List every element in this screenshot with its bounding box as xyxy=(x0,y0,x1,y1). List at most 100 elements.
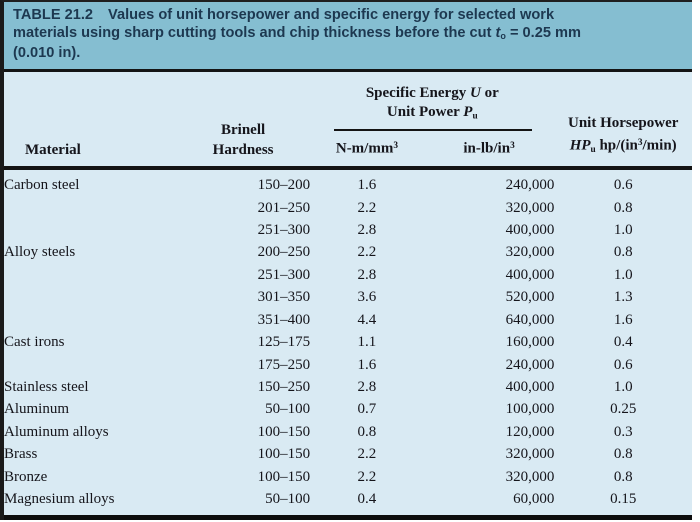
table-row: Carbon steel 150–200 1.6 240,000 0.6 xyxy=(4,174,692,196)
cell-unit-horsepower: 1.6 xyxy=(613,311,633,328)
caption-line-1: TABLE 21.2 Values of unit horsepower and … xyxy=(13,7,682,25)
cell-unit-horsepower: 1.0 xyxy=(613,266,633,283)
unit-inlb-text: in-lb/in xyxy=(463,140,511,157)
table-row: 301–350 3.6 520,000 1.3 xyxy=(4,286,692,308)
caption-line-3: (0.010 in). xyxy=(13,44,81,61)
power-text-1: Unit Power xyxy=(386,104,464,121)
table-number: TABLE 21.2 xyxy=(13,7,94,23)
cell-unit-horsepower: 1.0 xyxy=(613,378,633,395)
brinell-line-1: Brinell xyxy=(220,122,266,139)
cell-specific-energy-inlb: 240,000 xyxy=(505,356,555,373)
cell-specific-energy-inlb: 640,000 xyxy=(505,311,555,328)
cell-unit-horsepower: 0.8 xyxy=(613,446,633,463)
specific-energy-units-row: N-m/mm3 in-lb/in3 xyxy=(310,134,554,161)
cell-unit-horsepower: 1.3 xyxy=(613,289,633,306)
materials-data-table: Carbon steel 150–200 1.6 240,000 0.6 201–250… xyxy=(4,174,692,510)
cell-unit-horsepower: 0.15 xyxy=(610,490,637,507)
power-subscript-u: u xyxy=(472,111,478,122)
energy-variable-U: U xyxy=(469,85,481,102)
table-row: 351–400 4.4 640,000 1.6 xyxy=(4,309,692,331)
cell-specific-energy-inlb: 520,000 xyxy=(505,289,555,306)
cell-material xyxy=(4,309,176,331)
cell-specific-energy-nm: 2.2 xyxy=(357,199,377,216)
hp-variable: HP xyxy=(569,137,591,154)
cell-unit-horsepower: 0.25 xyxy=(610,401,637,418)
cell-specific-energy-nm: 1.1 xyxy=(357,334,377,351)
column-header-specific-energy-group: Specific Energy U or Unit Power Pu N-m/m… xyxy=(310,84,554,160)
specific-energy-group-title: Specific Energy U or Unit Power Pu xyxy=(310,84,554,126)
cell-specific-energy-inlb: 400,000 xyxy=(505,378,555,395)
column-header-nm-per-mm3: N-m/mm3 xyxy=(310,134,424,161)
cell-specific-energy-nm: 0.4 xyxy=(357,490,377,507)
cell-brinell-hardness: 50–100 xyxy=(265,490,311,507)
cell-specific-energy-nm: 1.6 xyxy=(357,177,377,194)
cell-material: Stainless steel xyxy=(4,378,89,395)
cell-specific-energy-nm: 0.7 xyxy=(357,401,377,418)
cell-specific-energy-inlb: 100,000 xyxy=(505,401,555,418)
specific-energy-underline xyxy=(334,128,533,131)
cell-specific-energy-inlb: 120,000 xyxy=(505,423,555,440)
table-row: 251–300 2.8 400,000 1.0 xyxy=(4,219,692,241)
cell-specific-energy-nm: 2.2 xyxy=(357,468,377,485)
caption-subscript-o: o xyxy=(500,30,506,41)
table-row: Brass 100–150 2.2 320,000 0.8 xyxy=(4,443,692,465)
horsepower-title-line: Unit Horsepower xyxy=(567,115,679,132)
cell-specific-energy-inlb: 400,000 xyxy=(505,222,555,239)
cell-specific-energy-nm: 2.2 xyxy=(357,446,377,463)
cell-material xyxy=(4,219,176,241)
cell-brinell-hardness: 100–150 xyxy=(257,446,311,463)
power-variable-P: P xyxy=(463,104,473,121)
specific-energy-title-line-1: Specific Energy U or xyxy=(310,84,554,103)
table-row: 175–250 1.6 240,000 0.6 xyxy=(4,354,692,376)
table-body: Carbon steel 150–200 1.6 240,000 0.6 201–250… xyxy=(4,174,692,510)
cell-unit-horsepower: 0.4 xyxy=(613,334,633,351)
caption-line-2: materials using sharp cutting tools and … xyxy=(13,25,682,45)
cell-specific-energy-nm: 3.6 xyxy=(357,289,377,306)
cell-brinell-hardness: 301–350 xyxy=(257,289,311,306)
cell-specific-energy-inlb: 160,000 xyxy=(505,334,555,351)
cell-brinell-hardness: 351–400 xyxy=(257,311,311,328)
table-row: Alloy steels 200–250 2.2 320,000 0.8 xyxy=(4,241,692,263)
cell-unit-horsepower: 0.8 xyxy=(613,468,633,485)
cell-specific-energy-nm: 2.8 xyxy=(357,378,377,395)
hp-unit-superscript: 3 xyxy=(637,137,643,148)
unit-nm-text: N-m/mm xyxy=(335,140,394,157)
cell-brinell-hardness: 201–250 xyxy=(257,199,311,216)
cell-specific-energy-nm: 0.8 xyxy=(357,423,377,440)
cell-specific-energy-nm: 2.8 xyxy=(357,222,377,239)
energy-text-2: or xyxy=(480,85,499,102)
table-row: 251–300 2.8 400,000 1.0 xyxy=(4,264,692,286)
cell-unit-horsepower: 0.8 xyxy=(613,244,633,261)
table-row: 201–250 2.2 320,000 0.8 xyxy=(4,197,692,219)
cell-material xyxy=(4,286,176,308)
hp-unit-text-1: hp/(in xyxy=(595,137,638,154)
cell-specific-energy-nm: 2.2 xyxy=(357,244,377,261)
cell-brinell-hardness: 251–300 xyxy=(257,222,311,239)
cell-material: Bronze xyxy=(4,468,48,485)
cell-material: Magnesium alloys xyxy=(4,490,115,507)
cell-brinell-hardness: 150–250 xyxy=(257,378,311,395)
unit-inlb-superscript: 3 xyxy=(510,140,515,151)
cell-material: Aluminum alloys xyxy=(4,423,109,440)
unit-nm-superscript: 3 xyxy=(393,140,398,151)
table-body-area: Material Brinell Hardness Specific Energ… xyxy=(4,72,692,521)
cell-specific-energy-inlb: 320,000 xyxy=(505,244,555,261)
cell-material: Carbon steel xyxy=(4,177,80,194)
caption-text-1: Values of unit horsepower and specific e… xyxy=(108,7,555,23)
cell-material xyxy=(4,197,176,219)
hp-subscript-u: u xyxy=(590,144,596,155)
cell-material: Aluminum xyxy=(4,401,70,418)
cell-specific-energy-nm: 1.6 xyxy=(357,356,377,373)
cell-material: Alloy steels xyxy=(4,244,76,261)
cell-brinell-hardness: 125–175 xyxy=(257,334,311,351)
cell-specific-energy-inlb: 320,000 xyxy=(505,199,555,216)
cell-brinell-hardness: 50–100 xyxy=(265,401,311,418)
table-header-row: Material Brinell Hardness Specific Energ… xyxy=(4,72,692,171)
column-header-brinell-hardness: Brinell Hardness xyxy=(176,121,310,160)
cell-specific-energy-inlb: 320,000 xyxy=(505,468,555,485)
table-row: Cast irons 125–175 1.1 160,000 0.4 xyxy=(4,331,692,353)
cell-material xyxy=(4,354,176,376)
cell-unit-horsepower: 0.6 xyxy=(613,356,633,373)
energy-text-1: Specific Energy xyxy=(365,85,470,102)
